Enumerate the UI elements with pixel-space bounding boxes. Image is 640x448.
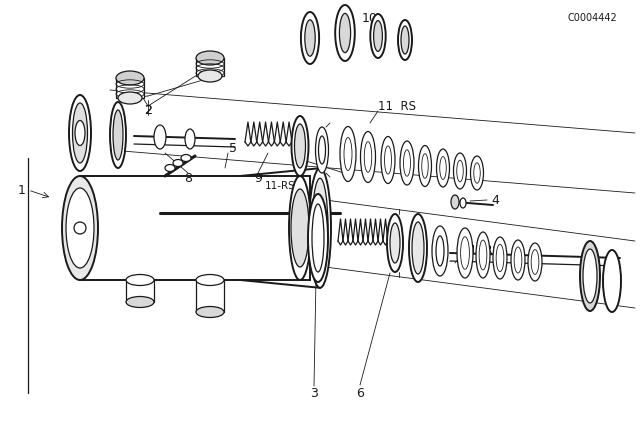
Ellipse shape bbox=[312, 204, 324, 272]
Ellipse shape bbox=[165, 164, 175, 172]
Ellipse shape bbox=[422, 154, 428, 178]
Text: 11  RS: 11 RS bbox=[378, 99, 416, 112]
Ellipse shape bbox=[479, 240, 487, 270]
Ellipse shape bbox=[580, 241, 600, 311]
Bar bbox=[116, 78, 144, 98]
Ellipse shape bbox=[69, 95, 91, 171]
Bar bbox=[196, 280, 224, 312]
Ellipse shape bbox=[126, 275, 154, 285]
Ellipse shape bbox=[66, 188, 94, 268]
Ellipse shape bbox=[381, 137, 395, 184]
Ellipse shape bbox=[400, 141, 414, 185]
Ellipse shape bbox=[291, 189, 309, 267]
Ellipse shape bbox=[474, 163, 480, 183]
Ellipse shape bbox=[316, 127, 328, 173]
Ellipse shape bbox=[308, 194, 328, 282]
Text: 8: 8 bbox=[184, 172, 192, 185]
Ellipse shape bbox=[514, 247, 522, 273]
Ellipse shape bbox=[291, 116, 308, 176]
Ellipse shape bbox=[181, 155, 191, 161]
Ellipse shape bbox=[496, 244, 504, 271]
Ellipse shape bbox=[110, 102, 126, 168]
Ellipse shape bbox=[126, 297, 154, 307]
Text: 7: 7 bbox=[344, 172, 352, 185]
Ellipse shape bbox=[196, 306, 224, 318]
Text: 11  RS: 11 RS bbox=[462, 244, 500, 257]
Text: 9: 9 bbox=[254, 172, 262, 185]
Ellipse shape bbox=[451, 195, 459, 209]
Text: 10: 10 bbox=[362, 12, 378, 25]
Ellipse shape bbox=[460, 198, 466, 208]
Ellipse shape bbox=[454, 153, 467, 189]
Ellipse shape bbox=[154, 125, 166, 149]
Ellipse shape bbox=[118, 92, 142, 104]
Text: C0004442: C0004442 bbox=[567, 13, 617, 23]
Ellipse shape bbox=[412, 222, 424, 274]
Ellipse shape bbox=[335, 5, 355, 61]
Text: 4: 4 bbox=[491, 194, 499, 207]
Ellipse shape bbox=[390, 223, 400, 263]
Ellipse shape bbox=[344, 138, 352, 171]
Ellipse shape bbox=[339, 13, 351, 52]
Ellipse shape bbox=[340, 126, 356, 181]
Ellipse shape bbox=[583, 249, 597, 303]
Bar bbox=[126, 280, 154, 302]
Ellipse shape bbox=[440, 157, 446, 179]
Ellipse shape bbox=[62, 176, 98, 280]
Ellipse shape bbox=[75, 121, 85, 146]
Ellipse shape bbox=[432, 226, 448, 276]
Ellipse shape bbox=[493, 237, 507, 279]
Text: 2: 2 bbox=[144, 103, 152, 116]
Text: 11-RS: 11-RS bbox=[265, 181, 296, 191]
Ellipse shape bbox=[476, 232, 490, 278]
Ellipse shape bbox=[364, 142, 372, 172]
Ellipse shape bbox=[374, 21, 383, 52]
Ellipse shape bbox=[289, 176, 311, 280]
Ellipse shape bbox=[403, 150, 410, 176]
Ellipse shape bbox=[603, 250, 621, 312]
Ellipse shape bbox=[305, 20, 315, 56]
Ellipse shape bbox=[173, 159, 183, 167]
Ellipse shape bbox=[319, 136, 326, 164]
Ellipse shape bbox=[294, 124, 305, 168]
Text: 6: 6 bbox=[356, 387, 364, 400]
Ellipse shape bbox=[531, 250, 539, 274]
Bar bbox=[196, 58, 224, 76]
Text: 5: 5 bbox=[229, 142, 237, 155]
Ellipse shape bbox=[301, 12, 319, 64]
Ellipse shape bbox=[113, 110, 123, 160]
Ellipse shape bbox=[116, 71, 144, 85]
Ellipse shape bbox=[457, 228, 473, 278]
Ellipse shape bbox=[74, 222, 86, 234]
Text: 1: 1 bbox=[18, 184, 26, 197]
Ellipse shape bbox=[360, 132, 376, 182]
Ellipse shape bbox=[436, 236, 444, 266]
Ellipse shape bbox=[371, 14, 386, 58]
Ellipse shape bbox=[398, 20, 412, 60]
Ellipse shape bbox=[436, 149, 449, 187]
Ellipse shape bbox=[470, 156, 483, 190]
Ellipse shape bbox=[401, 26, 409, 54]
Ellipse shape bbox=[312, 178, 328, 278]
Ellipse shape bbox=[196, 275, 224, 285]
Ellipse shape bbox=[461, 237, 469, 269]
Ellipse shape bbox=[528, 243, 542, 281]
Ellipse shape bbox=[198, 70, 222, 82]
Ellipse shape bbox=[419, 146, 431, 186]
Text: 3: 3 bbox=[310, 387, 318, 400]
Ellipse shape bbox=[72, 103, 88, 163]
Ellipse shape bbox=[385, 146, 392, 174]
Ellipse shape bbox=[511, 240, 525, 280]
Text: 2: 2 bbox=[144, 103, 152, 116]
Bar bbox=[80, 176, 310, 280]
Ellipse shape bbox=[185, 129, 195, 149]
Ellipse shape bbox=[409, 214, 427, 282]
Ellipse shape bbox=[457, 160, 463, 182]
Ellipse shape bbox=[309, 168, 331, 288]
Ellipse shape bbox=[387, 214, 403, 272]
Ellipse shape bbox=[196, 51, 224, 65]
